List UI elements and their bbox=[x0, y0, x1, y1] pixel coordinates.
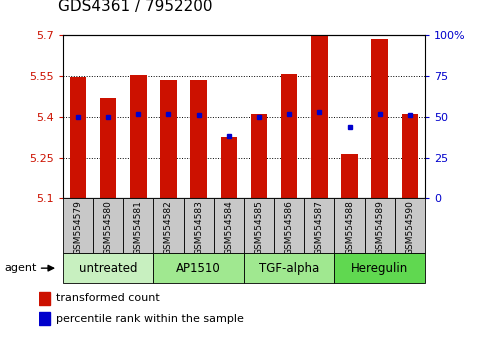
Bar bbox=[395, 198, 425, 253]
Text: GSM554583: GSM554583 bbox=[194, 200, 203, 255]
Bar bbox=[213, 198, 244, 253]
Text: GSM554586: GSM554586 bbox=[284, 200, 294, 255]
Bar bbox=[184, 198, 213, 253]
Bar bbox=[160, 80, 177, 198]
Text: GSM554590: GSM554590 bbox=[405, 200, 414, 255]
Bar bbox=[63, 253, 154, 283]
Bar bbox=[154, 198, 184, 253]
Bar bbox=[244, 198, 274, 253]
Bar bbox=[93, 198, 123, 253]
Text: GSM554580: GSM554580 bbox=[103, 200, 113, 255]
Bar bbox=[274, 198, 304, 253]
Bar bbox=[221, 137, 237, 198]
Bar bbox=[63, 198, 93, 253]
Text: Heregulin: Heregulin bbox=[351, 262, 409, 275]
Text: percentile rank within the sample: percentile rank within the sample bbox=[56, 314, 244, 324]
Bar bbox=[100, 98, 116, 198]
Bar bbox=[190, 80, 207, 198]
Text: GSM554588: GSM554588 bbox=[345, 200, 354, 255]
Bar bbox=[39, 292, 50, 304]
Text: GSM554581: GSM554581 bbox=[134, 200, 143, 255]
Text: untreated: untreated bbox=[79, 262, 137, 275]
Text: transformed count: transformed count bbox=[56, 293, 160, 303]
Bar bbox=[130, 75, 146, 198]
Text: GSM554587: GSM554587 bbox=[315, 200, 324, 255]
Bar bbox=[371, 39, 388, 198]
Bar bbox=[39, 312, 50, 325]
Text: GSM554582: GSM554582 bbox=[164, 200, 173, 255]
Text: AP1510: AP1510 bbox=[176, 262, 221, 275]
Bar bbox=[281, 74, 298, 198]
Bar bbox=[70, 77, 86, 198]
Text: GSM554585: GSM554585 bbox=[255, 200, 264, 255]
Bar bbox=[365, 198, 395, 253]
Text: TGF-alpha: TGF-alpha bbox=[259, 262, 319, 275]
Text: GSM554584: GSM554584 bbox=[224, 200, 233, 255]
Text: agent: agent bbox=[5, 263, 37, 273]
Bar bbox=[123, 198, 154, 253]
Bar bbox=[341, 154, 358, 198]
Text: GSM554589: GSM554589 bbox=[375, 200, 384, 255]
Bar bbox=[334, 198, 365, 253]
Bar bbox=[304, 198, 334, 253]
Bar bbox=[244, 253, 334, 283]
Bar bbox=[334, 253, 425, 283]
Bar bbox=[402, 114, 418, 198]
Text: GSM554579: GSM554579 bbox=[73, 200, 83, 255]
Bar bbox=[251, 114, 267, 198]
Bar bbox=[154, 253, 244, 283]
Bar bbox=[311, 36, 327, 198]
Text: GDS4361 / 7952200: GDS4361 / 7952200 bbox=[58, 0, 213, 14]
